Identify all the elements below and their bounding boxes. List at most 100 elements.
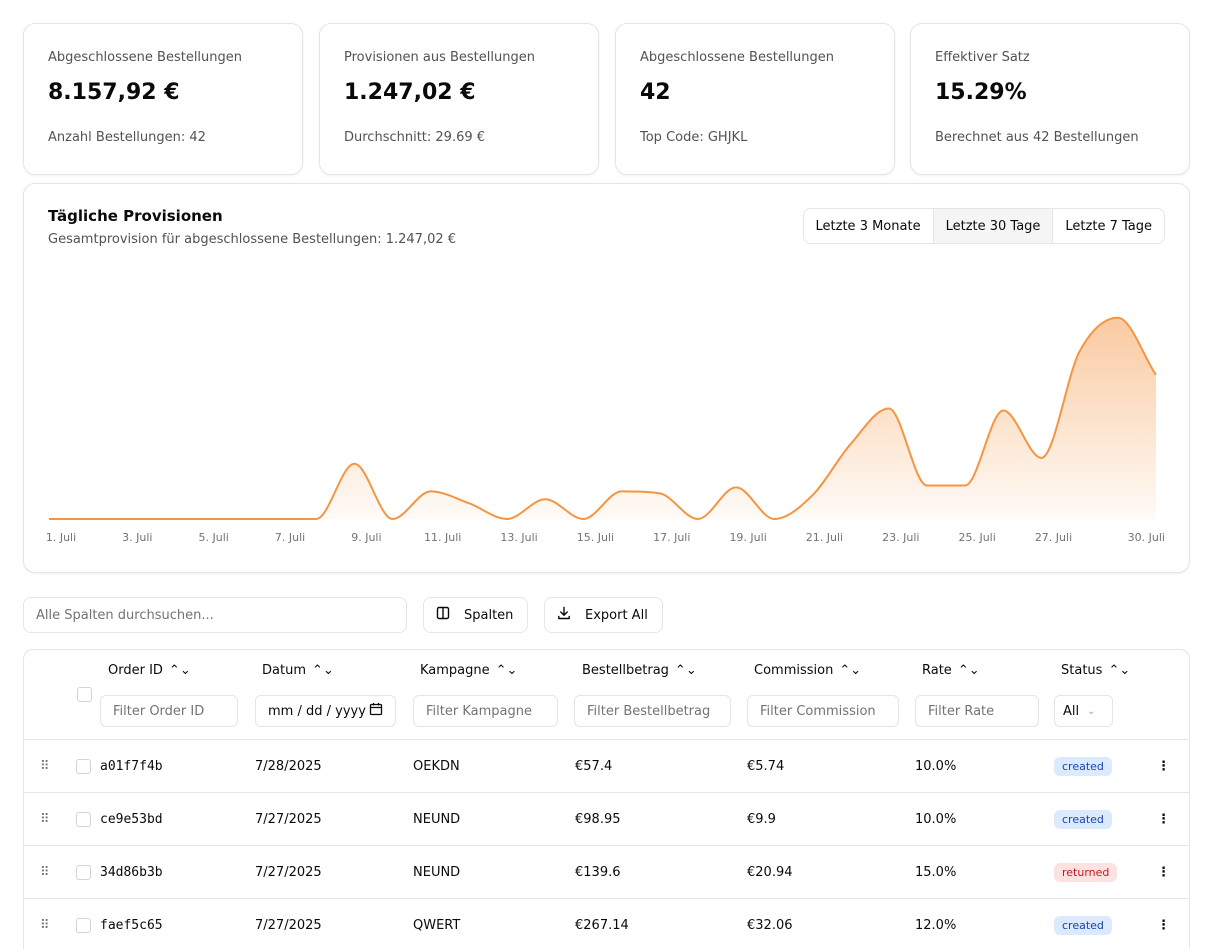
stat-card-order-count: Abgeschlossene Bestellungen 42 Top Code:… bbox=[615, 23, 895, 175]
x-tick-label: 9. Juli bbox=[351, 531, 381, 544]
range-button-7-days[interactable]: Letzte 7 Tage bbox=[1053, 209, 1164, 243]
row-checkbox-cell bbox=[76, 899, 91, 949]
column-header-rate[interactable]: Rate ⌃⌄ bbox=[922, 663, 980, 678]
table-header: Order ID ⌃⌄ Datum ⌃⌄ Kampagne ⌃⌄ Bestellbet… bbox=[24, 650, 1189, 740]
order-rate: 10.0% bbox=[915, 759, 957, 774]
row-actions-icon[interactable]: ⋮ bbox=[1157, 918, 1170, 933]
order-commission: €9.9 bbox=[747, 812, 776, 827]
order-amount: €267.14 bbox=[575, 918, 629, 933]
stat-label: Effektiver Satz bbox=[935, 50, 1030, 65]
filter-order-id-input[interactable]: Filter Order ID bbox=[100, 695, 238, 727]
table-row[interactable]: ⠿ faef5c65 7/27/2025 QWERT €267.14 €32.06 12.0… bbox=[24, 899, 1189, 949]
date-placeholder: mm / dd / yyyy bbox=[268, 703, 366, 719]
chart-subtitle: Gesamtprovision für abgeschlossene Beste… bbox=[48, 232, 457, 247]
status-badge-cell: created bbox=[1054, 793, 1112, 846]
status-badge: created bbox=[1054, 810, 1112, 829]
sort-icon: ⌃⌄ bbox=[674, 663, 697, 678]
stat-value: 15.29% bbox=[935, 80, 1027, 105]
row-actions-icon[interactable]: ⋮ bbox=[1157, 812, 1170, 827]
filter-amount-input[interactable]: Filter Bestellbetrag bbox=[574, 695, 731, 727]
row-checkbox[interactable] bbox=[76, 918, 91, 933]
stat-footer: Anzahl Bestellungen: 42 bbox=[48, 130, 206, 145]
columns-button[interactable]: Spalten bbox=[423, 597, 528, 633]
column-header-date[interactable]: Datum ⌃⌄ bbox=[262, 663, 334, 678]
column-header-order-id[interactable]: Order ID ⌃⌄ bbox=[108, 663, 191, 678]
order-campaign: OEKDN bbox=[413, 759, 460, 774]
sort-icon: ⌃⌄ bbox=[1108, 663, 1131, 678]
stat-footer: Durchschnitt: 29.69 € bbox=[344, 130, 486, 145]
order-commission: €32.06 bbox=[747, 918, 793, 933]
status-select-value: All bbox=[1063, 703, 1080, 719]
commission-line bbox=[49, 316, 1157, 521]
table-row[interactable]: ⠿ ce9e53bd 7/27/2025 NEUND €98.95 €9.9 10.0% cr… bbox=[24, 793, 1189, 846]
chevron-down-icon: ⌄ bbox=[1087, 705, 1096, 717]
row-checkbox[interactable] bbox=[76, 865, 91, 880]
column-header-campaign[interactable]: Kampagne ⌃⌄ bbox=[420, 663, 518, 678]
stat-value: 8.157,92 € bbox=[48, 80, 180, 105]
row-checkbox-cell bbox=[76, 793, 91, 846]
column-header-status[interactable]: Status ⌃⌄ bbox=[1061, 663, 1131, 678]
table-row[interactable]: ⠿ a01f7f4b 7/28/2025 OEKDN €57.4 €5.74 10.0% cr… bbox=[24, 740, 1189, 793]
stat-label: Abgeschlossene Bestellungen bbox=[640, 50, 835, 65]
stat-card-effective-rate: Effektiver Satz 15.29% Berechnet aus 42 … bbox=[910, 23, 1190, 175]
order-date: 7/28/2025 bbox=[255, 759, 322, 774]
stat-footer: Berechnet aus 42 Bestellungen bbox=[935, 130, 1139, 145]
column-header-amount[interactable]: Bestellbetrag ⌃⌄ bbox=[582, 663, 697, 678]
x-tick-label: 7. Juli bbox=[275, 531, 305, 544]
range-button-30-days[interactable]: Letzte 30 Tage bbox=[933, 209, 1054, 243]
order-amount: €98.95 bbox=[575, 812, 621, 827]
row-checkbox[interactable] bbox=[76, 812, 91, 827]
x-tick-label: 19. Juli bbox=[729, 531, 766, 544]
drag-handle-icon[interactable]: ⠿ bbox=[40, 812, 50, 827]
x-tick-label: 15. Juli bbox=[577, 531, 614, 544]
search-input[interactable]: Alle Spalten durchsuchen... bbox=[23, 597, 407, 633]
filter-commission-input[interactable]: Filter Commission bbox=[747, 695, 899, 727]
stat-card-commissions: Provisionen aus Bestellungen 1.247,02 € … bbox=[319, 23, 599, 175]
daily-commissions-chart: 1. Juli 3. Juli 5. Juli 7. Juli 9. Juli 11. J… bbox=[46, 316, 1165, 544]
select-all-checkbox[interactable] bbox=[77, 687, 92, 702]
order-date: 7/27/2025 bbox=[255, 865, 322, 880]
row-checkbox[interactable] bbox=[76, 759, 91, 774]
status-badge-cell: returned bbox=[1054, 846, 1118, 899]
sort-icon: ⌃⌄ bbox=[495, 663, 518, 678]
column-header-commission[interactable]: Commission ⌃⌄ bbox=[754, 663, 862, 678]
filter-status-select[interactable]: All ⌄ bbox=[1054, 695, 1113, 727]
x-tick-label: 1. Juli bbox=[46, 531, 76, 544]
order-date: 7/27/2025 bbox=[255, 812, 322, 827]
download-icon bbox=[557, 606, 571, 624]
drag-handle-icon[interactable]: ⠿ bbox=[40, 759, 50, 774]
order-campaign: QWERT bbox=[413, 918, 461, 933]
calendar-icon[interactable] bbox=[369, 702, 383, 720]
range-button-3-months[interactable]: Letzte 3 Monate bbox=[803, 209, 934, 243]
filter-rate-input[interactable]: Filter Rate bbox=[915, 695, 1039, 727]
order-commission: €20.94 bbox=[747, 865, 793, 880]
status-badge: created bbox=[1054, 916, 1112, 935]
order-date: 7/27/2025 bbox=[255, 918, 322, 933]
sort-icon: ⌃⌄ bbox=[168, 663, 191, 678]
drag-handle-icon[interactable]: ⠿ bbox=[40, 865, 50, 880]
sort-icon: ⌃⌄ bbox=[311, 663, 334, 678]
status-badge: returned bbox=[1054, 863, 1118, 882]
order-campaign: NEUND bbox=[413, 812, 461, 827]
order-rate: 15.0% bbox=[915, 865, 957, 880]
row-actions-icon[interactable]: ⋮ bbox=[1157, 865, 1170, 880]
export-all-button[interactable]: Export All bbox=[544, 597, 663, 633]
sort-icon: ⌃⌄ bbox=[957, 663, 980, 678]
filter-date-input[interactable]: mm / dd / yyyy bbox=[255, 695, 396, 727]
x-tick-label: 30. Juli bbox=[1128, 531, 1165, 544]
row-actions-icon[interactable]: ⋮ bbox=[1157, 759, 1170, 774]
x-tick-label: 3. Juli bbox=[122, 531, 152, 544]
filter-campaign-input[interactable]: Filter Kampagne bbox=[413, 695, 558, 727]
order-id: faef5c65 bbox=[100, 918, 163, 933]
drag-handle-icon[interactable]: ⠿ bbox=[40, 918, 50, 933]
status-badge: created bbox=[1054, 757, 1112, 776]
stat-label: Provisionen aus Bestellungen bbox=[344, 50, 535, 65]
x-tick-label: 5. Juli bbox=[199, 531, 229, 544]
sort-icon: ⌃⌄ bbox=[839, 663, 862, 678]
columns-icon bbox=[436, 606, 450, 624]
order-id: ce9e53bd bbox=[100, 812, 163, 827]
table-row[interactable]: ⠿ 34d86b3b 7/27/2025 NEUND €139.6 €20.94 15.0%… bbox=[24, 846, 1189, 899]
x-tick-label: 27. Juli bbox=[1035, 531, 1072, 544]
stat-card-completed-orders: Abgeschlossene Bestellungen 8.157,92 € A… bbox=[23, 23, 303, 175]
columns-label: Spalten bbox=[464, 607, 514, 623]
